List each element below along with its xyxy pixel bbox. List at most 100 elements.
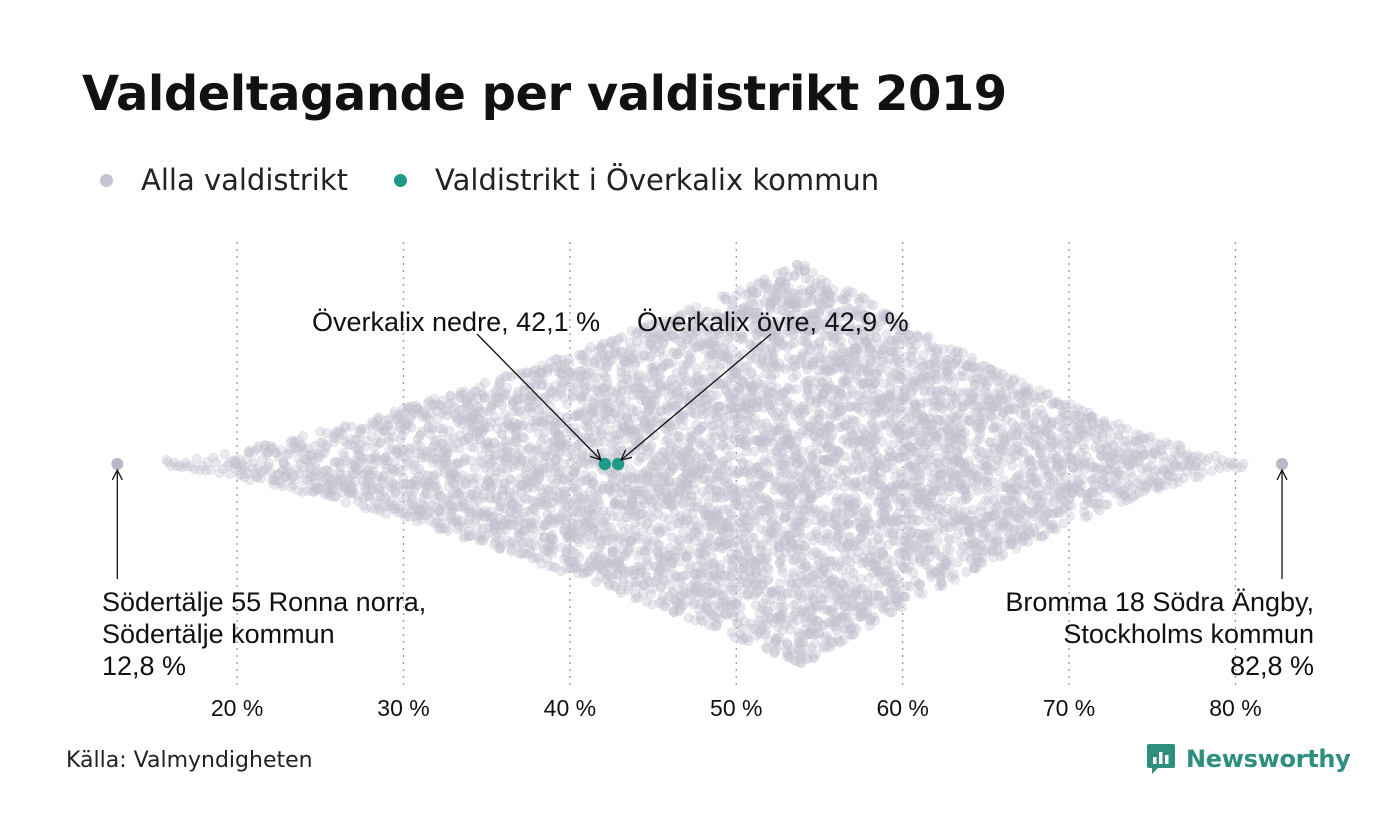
swarm-point	[358, 493, 369, 504]
swarm-point	[347, 488, 358, 499]
swarm-point	[307, 455, 318, 466]
swarm-point	[319, 488, 330, 499]
swarm-point	[302, 455, 313, 466]
swarm-point	[343, 488, 354, 499]
swarm-point	[358, 468, 369, 479]
swarm-point	[301, 454, 312, 464]
swarm-point	[396, 491, 406, 502]
swarm-point	[652, 500, 662, 511]
swarm-point	[357, 475, 368, 486]
swarm-point	[334, 479, 345, 489]
swarm-point	[295, 440, 306, 451]
swarm-point	[384, 498, 395, 509]
swarm-point	[887, 463, 898, 474]
swarm-point	[370, 452, 381, 463]
swarm-point	[312, 452, 323, 463]
swarm-point	[850, 416, 861, 427]
swarm-point	[270, 470, 281, 481]
swarm-point	[234, 454, 245, 465]
swarm-point	[353, 490, 364, 501]
swarm-point	[393, 464, 404, 475]
swarm-point	[202, 456, 213, 467]
swarm-point	[237, 469, 248, 480]
swarm-point	[319, 479, 330, 490]
swarm-point	[505, 474, 516, 484]
swarm-point	[321, 489, 332, 500]
swarm-point	[276, 445, 287, 456]
swarm-point	[315, 437, 326, 448]
swarm-point	[370, 450, 381, 460]
swarm-point	[384, 413, 395, 424]
swarm-point	[366, 469, 377, 480]
swarm-point	[260, 440, 271, 450]
swarm-point	[361, 486, 372, 497]
swarm-point	[345, 484, 356, 495]
swarm-point	[162, 457, 173, 468]
swarm-point	[375, 438, 386, 449]
swarm-point	[779, 601, 790, 612]
swarm-point	[383, 432, 394, 443]
swarm-point	[373, 498, 384, 509]
swarm-point	[331, 490, 342, 501]
swarm-point	[262, 447, 273, 458]
swarm-point	[380, 459, 391, 470]
swarm-point	[391, 447, 402, 458]
swarm-point	[828, 284, 839, 295]
swarm-point	[345, 479, 356, 490]
legend-item-overkalix: Valdistrikt i Överkalix kommun	[394, 163, 879, 197]
swarm-point	[312, 482, 323, 493]
swarm-point	[370, 455, 381, 466]
swarm-point	[802, 404, 813, 415]
swarm-point	[364, 490, 375, 501]
swarm-point	[392, 445, 403, 455]
swarm-point	[363, 475, 374, 486]
swarm-point	[265, 440, 276, 451]
swarm-point	[293, 445, 304, 456]
swarm-point	[373, 412, 384, 423]
swarm-point	[378, 453, 389, 464]
swarm-point	[269, 479, 280, 490]
swarm-point	[282, 466, 293, 477]
swarm-point	[821, 277, 832, 288]
swarm-point	[389, 406, 400, 417]
swarm-point	[561, 439, 572, 450]
swarm-point	[242, 453, 253, 464]
swarm-point	[263, 446, 274, 457]
swarm-point	[655, 372, 666, 383]
swarm-point	[311, 484, 322, 495]
swarm-point	[646, 441, 657, 452]
swarm-point	[256, 465, 267, 476]
swarm-point	[330, 456, 341, 467]
swarm-point	[265, 467, 276, 478]
swarm-point	[381, 421, 392, 432]
swarm-point	[309, 477, 320, 488]
swarm-point	[305, 479, 316, 490]
swarm-point	[352, 449, 363, 460]
swarm-point	[444, 425, 455, 436]
swarm-point	[364, 480, 375, 491]
swarm-point	[338, 479, 349, 490]
swarm-point	[380, 492, 391, 503]
swarm-point	[378, 478, 389, 489]
swarm-point	[817, 409, 828, 420]
swarm-point	[228, 455, 239, 466]
swarm-point	[387, 477, 398, 488]
swarm-point	[386, 463, 397, 474]
swarm-point	[527, 530, 538, 541]
swarm-point	[271, 448, 282, 459]
swarm-point	[666, 562, 677, 573]
swarm-point	[358, 500, 369, 510]
swarm-point	[811, 648, 821, 659]
swarm-point	[855, 574, 866, 584]
swarm-point	[350, 434, 361, 445]
swarm-point	[335, 481, 346, 492]
swarm-point	[479, 392, 490, 403]
swarm-point	[277, 481, 288, 492]
swarm-point	[797, 532, 808, 543]
swarm-point	[751, 288, 762, 298]
swarm-point	[177, 462, 187, 473]
swarm-point	[852, 497, 863, 508]
swarm-point	[384, 501, 395, 512]
swarm-point	[345, 439, 356, 450]
swarm-point	[253, 463, 264, 474]
